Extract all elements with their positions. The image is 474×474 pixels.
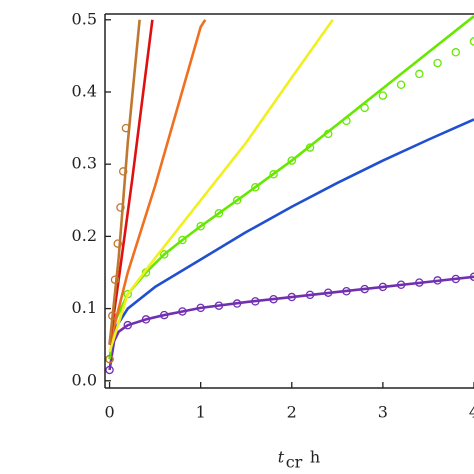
data-point xyxy=(433,276,442,285)
data-point xyxy=(196,222,205,231)
data-point xyxy=(196,303,205,313)
data-point xyxy=(232,196,242,205)
data-point xyxy=(305,143,315,152)
data-point xyxy=(159,310,169,320)
data-point xyxy=(451,48,461,57)
x-tick-label: 4 xyxy=(469,403,474,422)
data-point xyxy=(105,365,114,375)
data-point xyxy=(451,274,461,284)
data-point xyxy=(269,170,278,179)
x-tick-label: 2 xyxy=(287,403,297,422)
data-point xyxy=(396,80,406,90)
data-point xyxy=(323,129,333,139)
data-point xyxy=(141,315,151,324)
y-tick-label: 0.0 xyxy=(72,370,97,389)
data-point xyxy=(121,123,131,133)
data-point xyxy=(251,297,260,306)
x-tick-label: 3 xyxy=(378,403,388,422)
data-point xyxy=(214,209,224,218)
x-tick-label: 0 xyxy=(104,403,114,422)
data-line xyxy=(108,118,474,360)
data-point xyxy=(251,183,260,192)
data-point xyxy=(323,288,333,297)
data-point xyxy=(342,287,351,296)
data-line xyxy=(108,275,474,371)
data-point xyxy=(378,282,388,292)
data-point xyxy=(433,58,442,68)
data-point xyxy=(396,280,406,290)
y-tick-label: 0.4 xyxy=(72,81,97,100)
data-point xyxy=(360,103,369,113)
data-point xyxy=(287,292,297,302)
data-point xyxy=(118,167,128,176)
data-point xyxy=(378,91,388,100)
data-point xyxy=(116,203,125,212)
plot-area xyxy=(105,15,474,375)
data-point xyxy=(305,290,315,300)
data-line xyxy=(108,19,334,353)
y-tick-label: 0.2 xyxy=(72,226,97,245)
data-point xyxy=(360,284,369,294)
data-line xyxy=(108,19,141,345)
data-point xyxy=(123,320,133,330)
data-point xyxy=(269,294,278,304)
data-point xyxy=(469,37,474,46)
y-tick-label: 0.1 xyxy=(72,298,97,317)
data-point xyxy=(232,299,242,308)
data-point xyxy=(108,311,117,321)
data-point xyxy=(105,354,114,364)
data-point xyxy=(113,239,123,248)
data-line xyxy=(108,15,474,360)
data-point xyxy=(342,116,351,126)
x-label-unit: h xyxy=(310,448,320,467)
x-label-sub: cr xyxy=(286,453,303,472)
y-tick-label: 0.3 xyxy=(72,154,97,173)
data-point xyxy=(415,69,424,79)
data-point xyxy=(110,275,120,284)
data-line xyxy=(108,19,207,345)
data-point xyxy=(178,307,187,316)
data-point xyxy=(159,250,169,259)
y-tick-label: 0.5 xyxy=(72,9,97,28)
x-label: t xyxy=(278,448,285,467)
data-point xyxy=(415,278,424,287)
x-tick-label: 1 xyxy=(196,403,206,422)
data-point xyxy=(214,301,224,310)
data-point xyxy=(178,235,187,245)
data-point xyxy=(287,156,297,165)
